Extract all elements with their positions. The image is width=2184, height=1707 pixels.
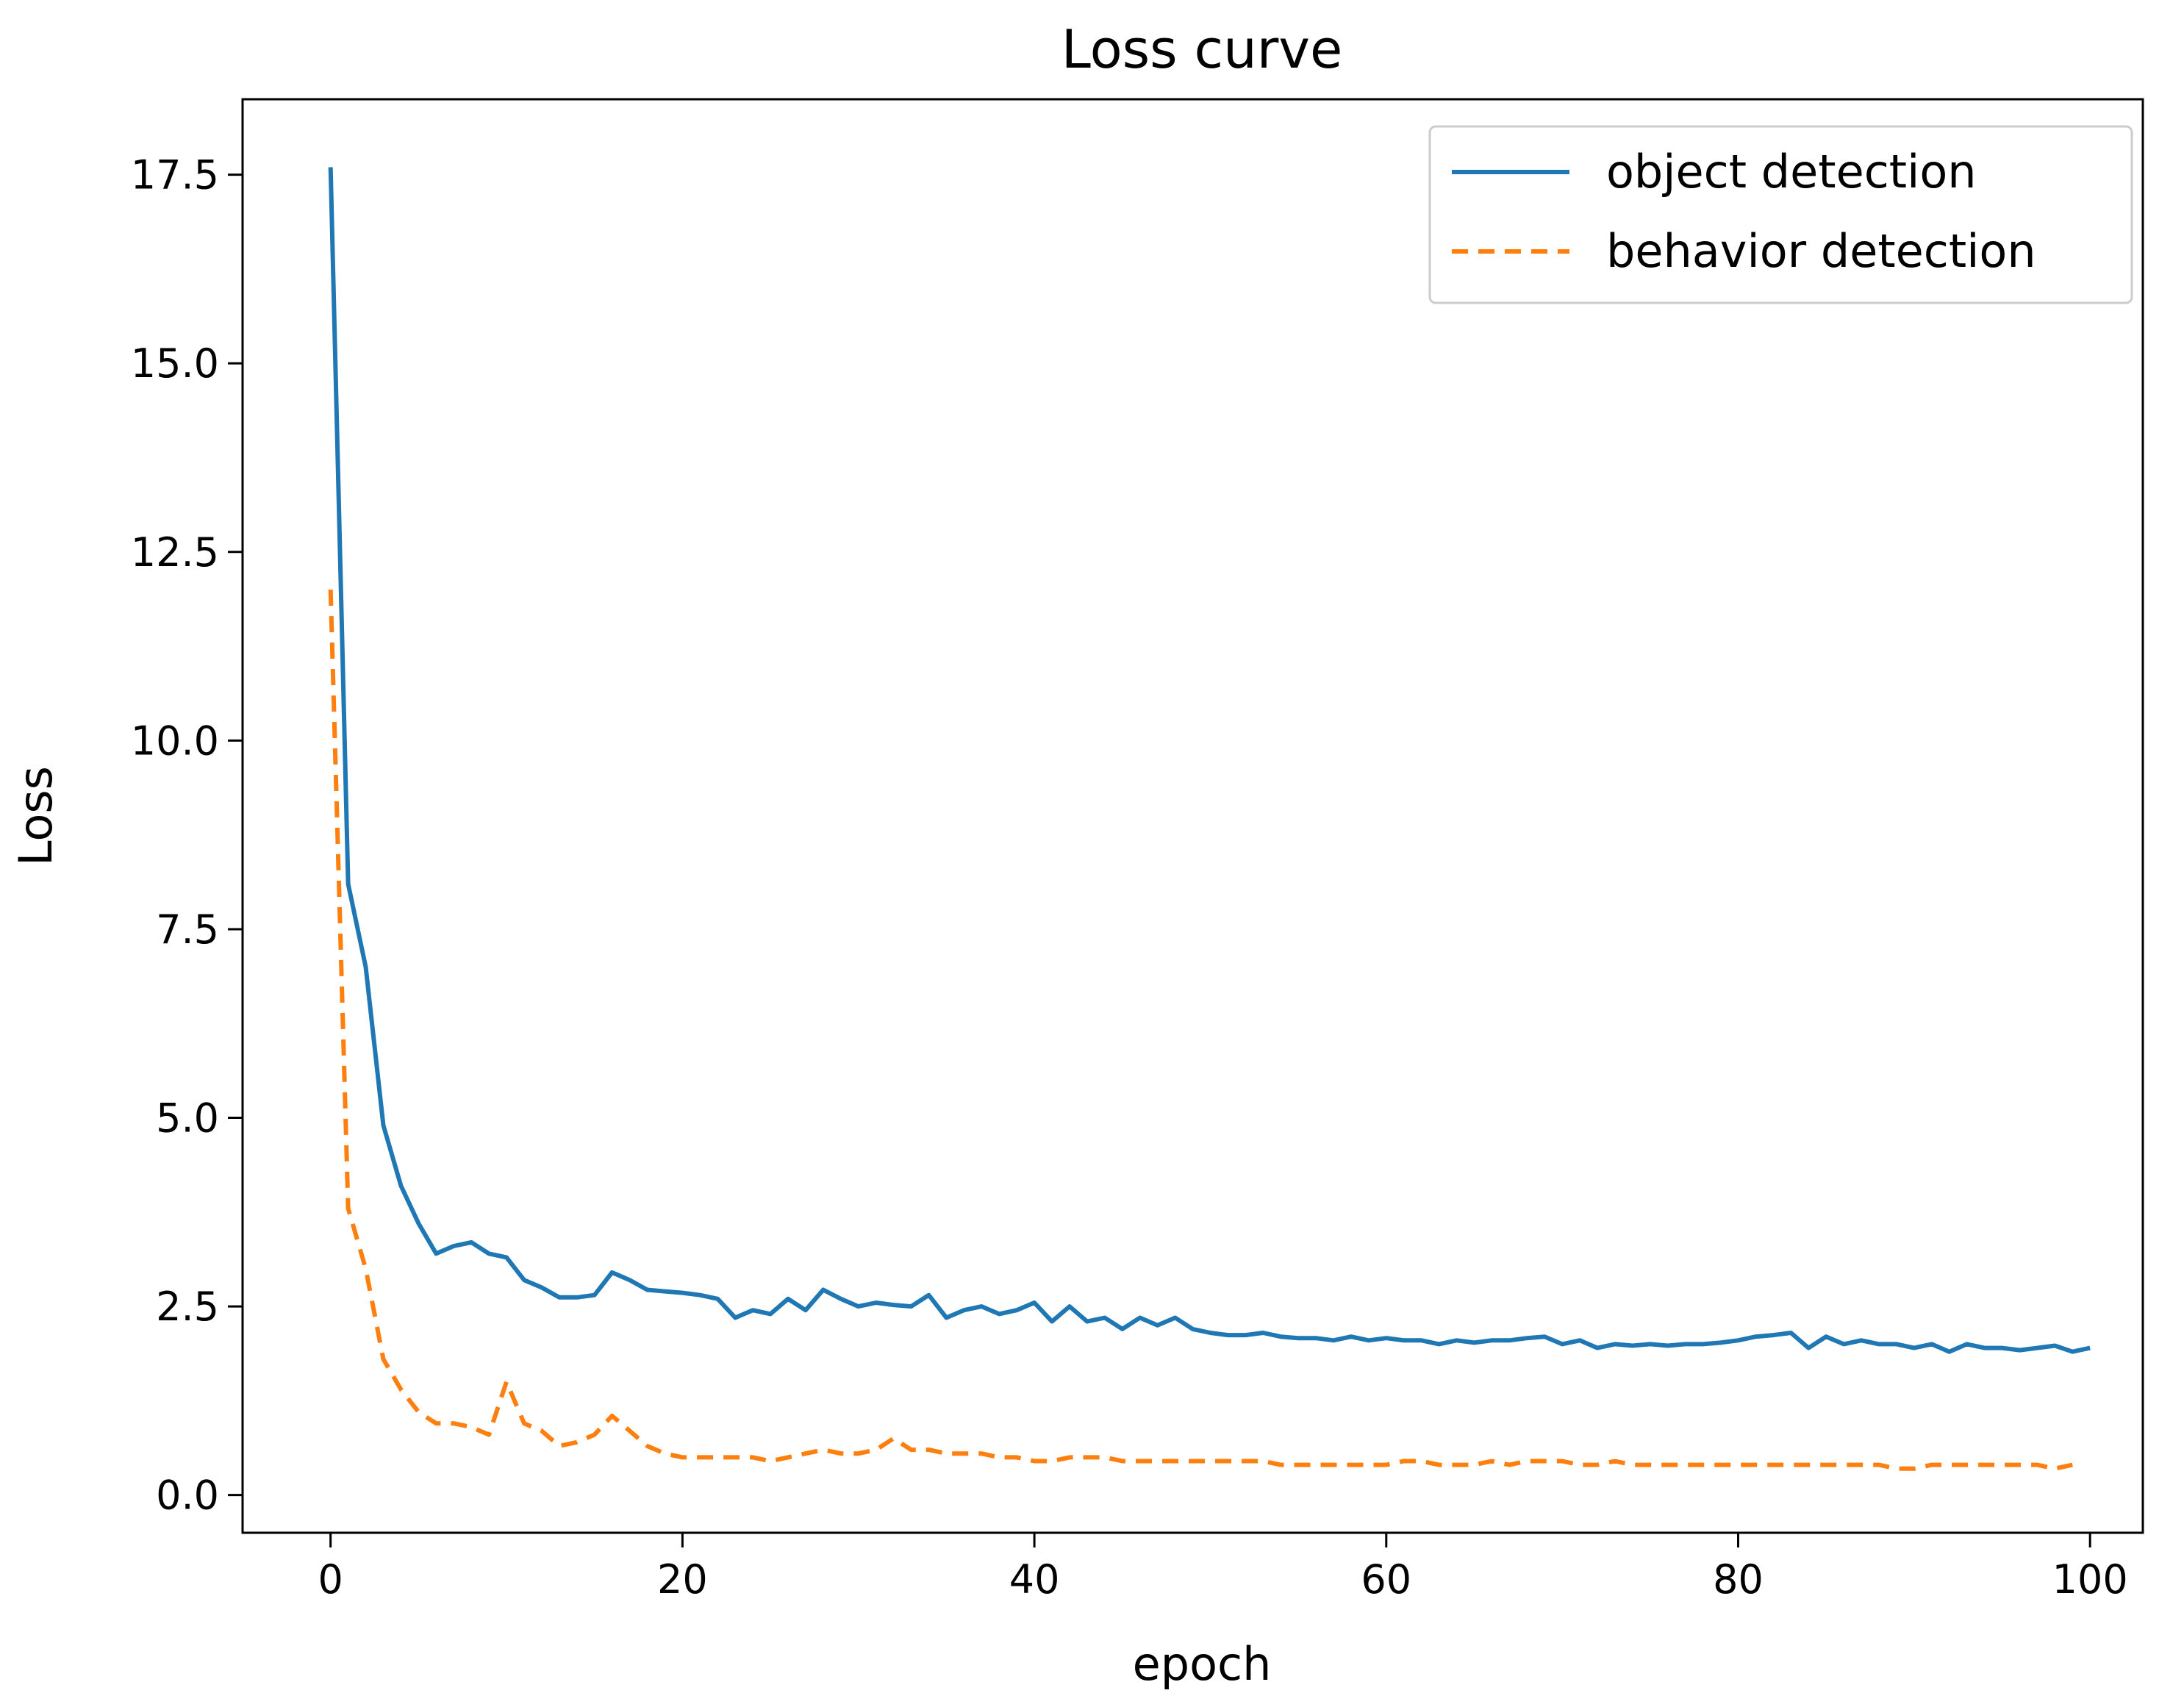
plot-frame [241, 98, 2144, 1534]
y-tick-label: 12.5 [131, 529, 219, 576]
y-axis-label: Loss [9, 766, 62, 866]
y-tick-label: 0.0 [156, 1472, 219, 1519]
legend-label: object detection [1606, 145, 1977, 198]
legend-box [1428, 125, 2133, 304]
x-axis-label: epoch [1133, 1637, 1272, 1691]
series-line-object-detection [328, 167, 2091, 1354]
series-line-behavior-detection [328, 590, 2073, 1471]
x-tick-label: 100 [2052, 1556, 2128, 1603]
x-tick-label: 0 [318, 1556, 343, 1603]
axes: 0 20 40 60 80 100 0.0 2.5 5.0 7.5 10.0 12.5 15.0 17.5 [131, 152, 2128, 1603]
y-tick-label: 15.0 [131, 340, 219, 387]
plot-area [328, 167, 2091, 1471]
y-tick-label: 5.0 [156, 1095, 219, 1142]
x-tick-label: 60 [1361, 1556, 1411, 1603]
y-tick-label: 17.5 [131, 152, 219, 198]
y-tick-label: 7.5 [156, 906, 219, 953]
chart-title: Loss curve [1061, 18, 1343, 80]
x-tick-label: 20 [657, 1556, 708, 1603]
y-tick-label: 2.5 [156, 1284, 219, 1330]
x-tick-label: 80 [1713, 1556, 1764, 1603]
legend: object detection behavior detection [1428, 125, 2133, 304]
x-tick-label: 40 [1009, 1556, 1060, 1603]
legend-label: behavior detection [1606, 224, 2036, 278]
y-tick-label: 10.0 [131, 717, 219, 764]
